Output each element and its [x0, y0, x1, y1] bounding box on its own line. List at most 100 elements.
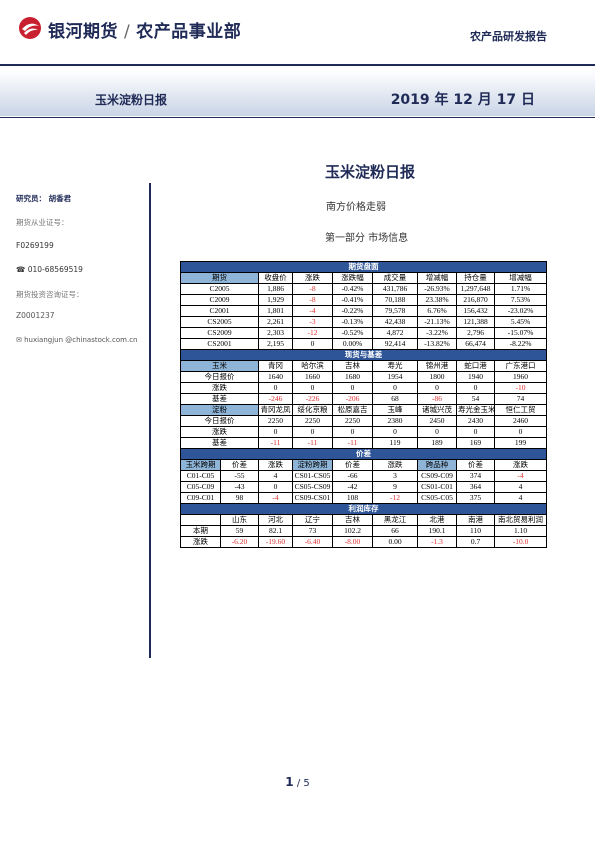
table-cell: 诸城兴茂: [417, 404, 457, 416]
section-title: 现货与基差: [179, 349, 548, 361]
table-cell: 1,297,648: [456, 283, 495, 295]
table-cell: 74: [493, 393, 548, 405]
table-cell: 6.76%: [417, 305, 457, 317]
table-cell: 169: [456, 437, 495, 449]
table-cell: 4: [493, 492, 548, 504]
table-cell: 108: [332, 492, 373, 504]
table-cell: CS09-C09: [417, 470, 457, 482]
table-row: C01-C05 -55 4 CS01-CS05 -66 3 CS09-C09 374 -4: [180, 470, 548, 482]
table-cell: -0.13%: [332, 316, 373, 328]
table-cell: 蛇口港: [456, 360, 495, 372]
table-cell: 23.38%: [417, 294, 457, 306]
table-cell: -10: [493, 382, 548, 394]
table-cell: -8: [292, 283, 333, 295]
table-cell: 南北贸易利润: [493, 514, 548, 526]
table-row: 涨跌 0 0 0 0 0 0 0: [180, 426, 548, 438]
cert-number: F0269199: [16, 241, 54, 250]
table-cell: 松原嘉吉: [332, 404, 373, 416]
email-address: ✉ huxiangjun @chinastock.com.cn: [16, 336, 138, 344]
title-band: [0, 70, 595, 116]
table-row: C2009 1,929 -8 -0.41% 70,188 23.38% 216,870 7.5…: [180, 294, 548, 306]
table-cell: -23.02%: [493, 305, 548, 317]
table-cell: 涨跌: [292, 272, 333, 284]
table-cell: 恒仁工贸: [493, 404, 548, 416]
table-cell: 玉米: [180, 360, 259, 372]
advisor-number: Z0001237: [16, 311, 55, 320]
table-cell: 7.53%: [493, 294, 548, 306]
table-row: C09-C01 98 -4 CS09-CS01 108 -12 CS05-C05 375 4: [180, 492, 548, 504]
table-cell: -8.00: [332, 536, 373, 548]
table-cell: C2001: [180, 305, 259, 317]
table-row: 基差 -246 -226 -206 68 -86 54 74: [180, 393, 548, 405]
table-cell: 2450: [417, 415, 457, 427]
table-cell: 66: [372, 525, 418, 537]
table-cell: 2250: [332, 415, 373, 427]
table-cell: 1,886: [258, 283, 293, 295]
table-cell: 价差: [220, 459, 259, 471]
table-cell: -11: [258, 437, 293, 449]
table-cell: -11: [292, 437, 333, 449]
table-cell: 0: [258, 382, 293, 394]
table-cell: 73: [292, 525, 333, 537]
table-cell: 2380: [372, 415, 418, 427]
table-cell: 锦州港: [417, 360, 457, 372]
cert-label: 期货从业证号：: [16, 218, 69, 227]
section-heading: 第一部分 市场信息: [325, 233, 409, 244]
report-type: 农产品研发报告: [470, 30, 547, 43]
table-cell: -0.41%: [332, 294, 373, 306]
table-cell: 0: [417, 382, 457, 394]
table-cell: 0: [258, 481, 293, 493]
sidebar-divider: [149, 183, 151, 658]
table-row: C2001 1,801 -4 -0.22% 79,578 6.76% 156,432 -23.…: [180, 305, 548, 317]
table-cell: -86: [417, 393, 457, 405]
table-cell: CS2005: [180, 316, 259, 328]
table-cell: 哈尔滨: [292, 360, 333, 372]
company-name: 银河期货: [48, 22, 118, 42]
table-cell: 92,414: [372, 338, 418, 350]
table-cell: CS01-CS05: [292, 470, 333, 482]
table-cell: CS09-CS01: [292, 492, 333, 504]
table-cell: 吉林: [332, 360, 373, 372]
table-cell: 2250: [292, 415, 333, 427]
table-cell: 190.1: [417, 525, 457, 537]
table-cell: 基差: [180, 393, 259, 405]
table-cell: 2430: [456, 415, 495, 427]
table-cell: 淀粉: [180, 404, 259, 416]
table-cell: -0.52%: [332, 327, 373, 339]
table-cell: 2,303: [258, 327, 293, 339]
table-cell: 5.45%: [493, 316, 548, 328]
table-cell: 375: [456, 492, 495, 504]
table-cell: 青冈龙凤: [258, 404, 293, 416]
table-cell: -66: [332, 470, 373, 482]
table-cell: 广东港口: [493, 360, 548, 372]
table-cell: 4,872: [372, 327, 418, 339]
table-header-row: 玉米跨期 价差 涨跌 淀粉跨期 价差 涨跌 跨品种 价差 涨跌: [180, 459, 548, 471]
table-cell: -4: [258, 492, 293, 504]
table-cell: 0.7: [456, 536, 495, 548]
table-header-row: 淀粉 青冈龙凤 绥化京粮 松原嘉吉 玉峰 诸城兴茂 寿光金玉米 恒仁工贸: [180, 404, 548, 416]
section-header-row: 现货与基差: [179, 349, 548, 361]
table-cell: 66,474: [456, 338, 495, 350]
table-cell: -226: [292, 393, 333, 405]
section-header-row: 价差: [179, 448, 548, 460]
table-cell: -246: [258, 393, 293, 405]
table-cell: 1640: [258, 371, 293, 383]
table-cell: 102.2: [332, 525, 373, 537]
report-date: 2019 年 12 月 17 日: [390, 92, 535, 108]
table-cell: 玉米跨期: [180, 459, 221, 471]
table-cell: 跨品种: [417, 459, 457, 471]
table-cell: 北港: [417, 514, 457, 526]
table-cell: 增减幅: [417, 272, 457, 284]
current-page: 1: [285, 775, 294, 789]
table-cell: 青冈: [258, 360, 293, 372]
table-header-row: 玉米 青冈 哈尔滨 吉林 寿光 锦州港 蛇口港 广东港口: [180, 360, 548, 372]
market-data-body: 期货盘面 期货 收盘价 涨跌 涨跌幅 成交量 增减幅 持仓量 增减幅 C2005 1,886 -8 -0…: [179, 261, 548, 548]
table-cell: -11: [332, 437, 373, 449]
section-title: 利润库存: [179, 503, 548, 515]
table-cell: -13.82%: [417, 338, 457, 350]
advisor-label: 期货投资咨询证号：: [16, 290, 84, 299]
table-cell: 2,796: [456, 327, 495, 339]
table-cell: CS05-C05: [417, 492, 457, 504]
table-cell: 0: [417, 426, 457, 438]
table-cell: -206: [332, 393, 373, 405]
